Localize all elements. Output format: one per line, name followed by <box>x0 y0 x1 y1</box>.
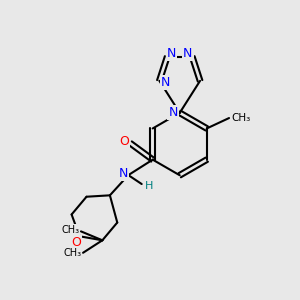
Text: CH₃: CH₃ <box>231 113 251 123</box>
Text: N: N <box>118 167 128 180</box>
Text: CH₃: CH₃ <box>61 225 80 235</box>
Text: N: N <box>169 106 178 119</box>
Text: N: N <box>183 47 193 60</box>
Text: O: O <box>71 236 81 249</box>
Text: N: N <box>167 47 176 60</box>
Text: CH₃: CH₃ <box>63 248 82 258</box>
Text: H: H <box>145 182 154 191</box>
Text: O: O <box>119 135 129 148</box>
Text: N: N <box>160 76 170 89</box>
